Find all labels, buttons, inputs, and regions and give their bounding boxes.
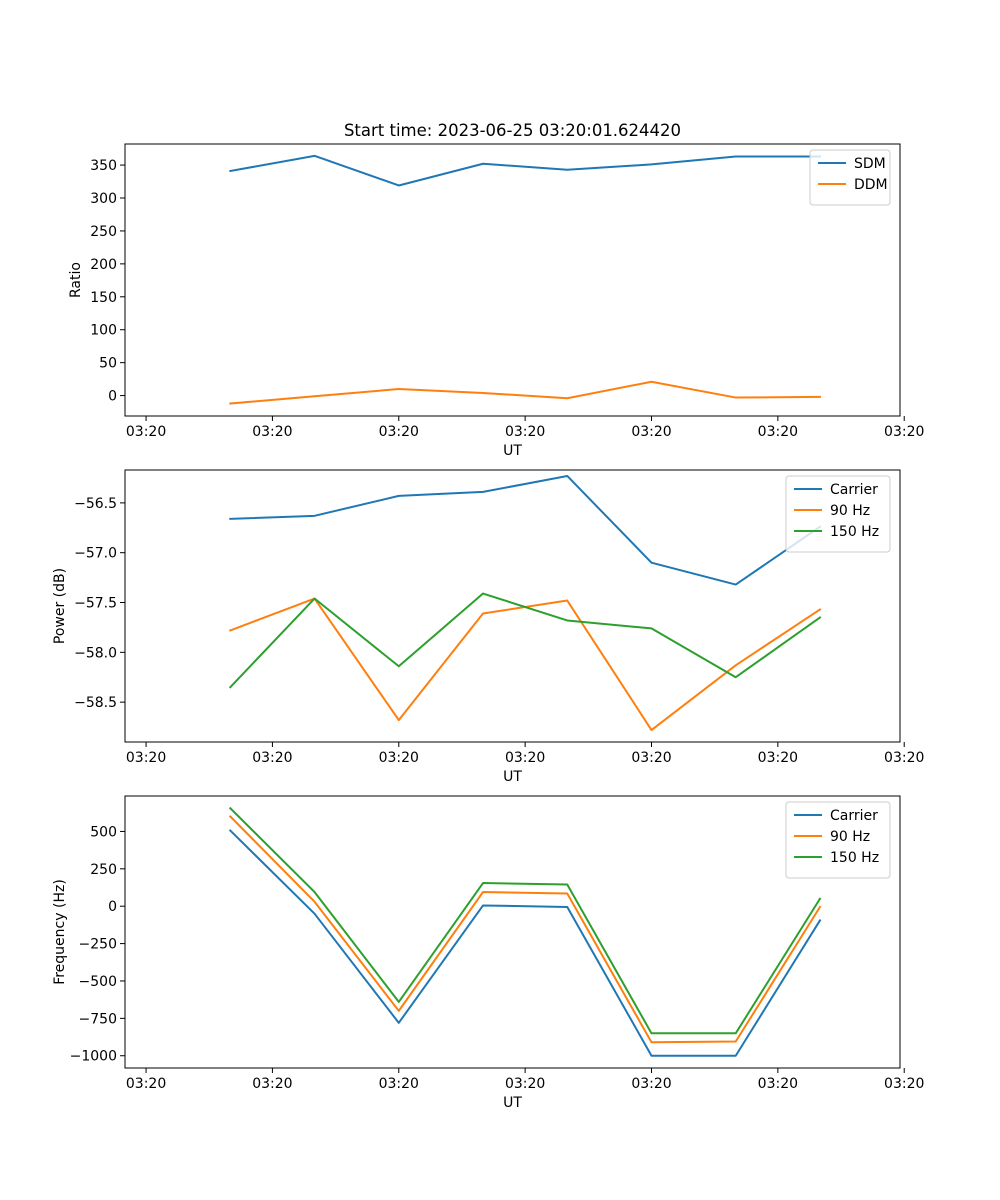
x-tick-label: 03:20 bbox=[379, 1076, 419, 1092]
x-tick-label: 03:20 bbox=[758, 750, 798, 766]
x-tick-label: 03:20 bbox=[252, 424, 292, 440]
axes-frame bbox=[124, 795, 901, 1069]
y-tick-label: 100 bbox=[90, 323, 117, 339]
x-tick-label: 03:20 bbox=[884, 424, 924, 440]
y-tick-label: 0 bbox=[108, 899, 117, 915]
x-axis-label: UT bbox=[503, 769, 522, 785]
y-tick-label: −57.0 bbox=[74, 546, 117, 562]
y-tick-label: 50 bbox=[99, 356, 117, 372]
chart-power: 03:20 03:20 03:20 03:20 03:20 03:20 03:20 −58.5… bbox=[52, 469, 924, 785]
chart-ratio: 03:20 03:20 03:20 03:20 03:20 03:20 03:20 0 50 10… bbox=[68, 143, 924, 459]
x-tick-label: 03:20 bbox=[126, 1076, 166, 1092]
x-tick-label: 03:20 bbox=[252, 1076, 292, 1092]
y-tick-label: 0 bbox=[108, 389, 117, 405]
x-tick-label: 03:20 bbox=[884, 1076, 924, 1092]
y-tick-label: 200 bbox=[90, 257, 117, 273]
x-axis-label: UT bbox=[503, 443, 522, 459]
x-tick-label: 03:20 bbox=[631, 424, 671, 440]
legend-box bbox=[785, 801, 891, 879]
legend-label: 90 Hz bbox=[830, 829, 870, 845]
x-tick-label: 03:20 bbox=[631, 1076, 671, 1092]
y-tick-label: −250 bbox=[79, 937, 117, 953]
y-axis-label: Frequency (Hz) bbox=[52, 879, 68, 985]
figure-title: Start time: 2023-06-25 03:20:01.624420 bbox=[344, 121, 681, 140]
series-line-carrier bbox=[229, 474, 822, 586]
series-line-ddm bbox=[229, 380, 821, 405]
y-tick-label: 350 bbox=[90, 158, 117, 174]
series-line-150-hz bbox=[228, 806, 822, 1035]
x-tick-label: 03:20 bbox=[379, 750, 419, 766]
x-tick-label: 03:20 bbox=[126, 750, 166, 766]
x-tick-label: 03:20 bbox=[505, 750, 545, 766]
y-tick-label: −500 bbox=[79, 974, 117, 990]
x-tick-label: 03:20 bbox=[505, 424, 545, 440]
series-line-sdm bbox=[229, 154, 821, 187]
y-axis-label: Ratio bbox=[68, 262, 84, 298]
y-tick-label: −58.0 bbox=[74, 645, 117, 661]
y-tick-label: −58.5 bbox=[74, 695, 117, 711]
x-tick-label: 03:20 bbox=[758, 424, 798, 440]
legend: SDM DDM bbox=[809, 149, 891, 206]
axes-frame bbox=[124, 143, 901, 417]
x-axis-label: UT bbox=[503, 1095, 522, 1111]
y-tick-label: 300 bbox=[90, 191, 117, 207]
y-tick-label: 150 bbox=[90, 290, 117, 306]
y-tick-label: −1000 bbox=[70, 1049, 117, 1065]
x-tick-label: 03:20 bbox=[126, 424, 166, 440]
legend: Carrier 90 Hz 150 Hz bbox=[785, 801, 891, 879]
legend-label: 150 Hz bbox=[830, 524, 879, 540]
legend-label: Carrier bbox=[830, 482, 878, 498]
axes-frame bbox=[124, 469, 901, 743]
x-tick-label: 03:20 bbox=[379, 424, 419, 440]
legend-box bbox=[785, 475, 891, 553]
series-line-150-hz bbox=[228, 592, 822, 689]
legend-label: SDM bbox=[854, 156, 886, 172]
x-tick-label: 03:20 bbox=[631, 750, 671, 766]
x-tick-label: 03:20 bbox=[884, 750, 924, 766]
series-line-90-hz bbox=[228, 815, 822, 1044]
legend-label: 150 Hz bbox=[830, 850, 879, 866]
legend-label: 90 Hz bbox=[830, 503, 870, 519]
y-tick-label: −56.5 bbox=[74, 496, 117, 512]
x-tick-label: 03:20 bbox=[505, 1076, 545, 1092]
chart-frequency: 03:20 03:20 03:20 03:20 03:20 03:20 03:20 −1000… bbox=[52, 795, 924, 1111]
y-tick-label: 250 bbox=[90, 862, 117, 878]
x-tick-label: 03:20 bbox=[758, 1076, 798, 1092]
y-tick-label: −750 bbox=[79, 1011, 117, 1027]
chart-panels: 03:20 03:20 03:20 03:20 03:20 03:20 03:20 0 50 10… bbox=[52, 143, 924, 1111]
y-tick-label: 500 bbox=[90, 824, 117, 840]
legend-label: DDM bbox=[854, 177, 888, 193]
legend-label: Carrier bbox=[830, 808, 878, 824]
y-tick-label: −57.5 bbox=[74, 596, 117, 612]
series-line-carrier bbox=[228, 829, 822, 1057]
legend: Carrier 90 Hz 150 Hz bbox=[785, 475, 891, 553]
y-axis-label: Power (dB) bbox=[52, 568, 68, 644]
y-tick-label: 250 bbox=[90, 224, 117, 240]
x-tick-label: 03:20 bbox=[252, 750, 292, 766]
